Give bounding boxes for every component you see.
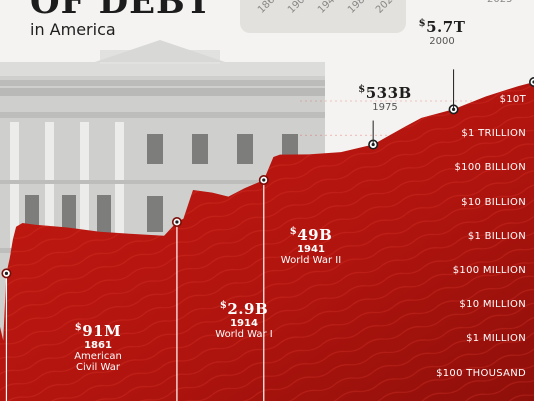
mini-tick: 1900 xyxy=(286,0,312,16)
callout-value: $533B xyxy=(358,84,412,102)
callout-1914: $2.9B 1914 World War I xyxy=(200,300,288,340)
y-tick-label: $10T xyxy=(499,94,526,105)
callout-value: $49B xyxy=(289,226,333,244)
callout-year: 1861 xyxy=(84,340,112,351)
mini-tick: 1860 xyxy=(256,0,282,16)
callout-event: World War I xyxy=(215,329,273,340)
callout-1975: $533B 1975 xyxy=(352,84,418,113)
mini-timeline: 1860 1900 1940 1980 2025 xyxy=(240,0,406,33)
y-tick-label: $100 MILLION xyxy=(452,265,526,276)
data-point-marker-center xyxy=(175,220,179,224)
callout-1941: $49B 1941 World War II xyxy=(266,226,356,266)
callout-value: $2.9B xyxy=(219,300,269,318)
callout-year: 1914 xyxy=(230,318,258,329)
chart-title: OF DEBT xyxy=(30,0,213,22)
y-tick-label: $100 THOUSAND xyxy=(436,367,526,379)
callout-1861: $91M 1861 American Civil War xyxy=(56,322,140,373)
y-tick-label: $100 BILLION xyxy=(454,162,526,174)
data-point-marker-center xyxy=(4,271,9,276)
callout-year: 1975 xyxy=(372,102,398,113)
data-point-marker-center xyxy=(262,178,266,182)
y-tick-label: $1 TRILLION xyxy=(461,128,526,140)
mini-tick: 1940 xyxy=(316,0,342,16)
mini-tick: 2025 xyxy=(374,0,400,16)
callout-year: 1941 xyxy=(297,244,325,255)
y-tick-label: $1 BILLION xyxy=(467,230,526,242)
callout-value: $91M xyxy=(74,322,122,340)
callout-2000: $5.7T 2000 xyxy=(410,18,474,47)
callout-year: 2000 xyxy=(429,36,455,47)
markers xyxy=(1,69,534,401)
y-tick-label: $10 MILLION xyxy=(459,299,526,311)
chart-subtitle: in America xyxy=(30,20,116,39)
debt-area-texture xyxy=(0,82,534,401)
y-tick-label: $10 BILLION xyxy=(461,196,526,208)
y-tick-label: $1 MILLION xyxy=(466,333,526,345)
mini-tick: 1980 xyxy=(346,0,372,16)
timeline-tick-2025: 2025 xyxy=(487,0,512,5)
callout-value: $5.7T xyxy=(418,18,466,36)
callout-event: Civil War xyxy=(76,362,120,373)
callout-event: World War II xyxy=(280,255,342,266)
callout-event: American xyxy=(74,351,122,362)
